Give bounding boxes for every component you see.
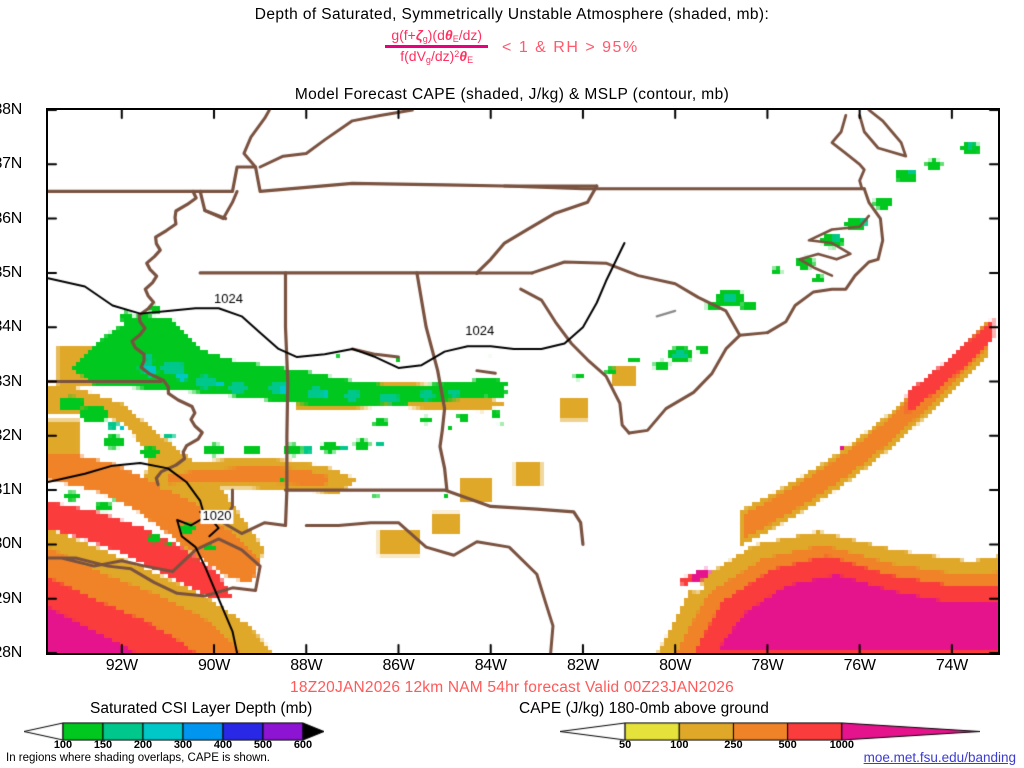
lon-tick-label: 78W	[751, 657, 784, 674]
formula-denominator: f(dVg/dz)2θE	[400, 48, 474, 66]
colorbar-titles: Saturated CSI Layer Depth (mb) CAPE (J/k…	[0, 700, 1024, 720]
colorbar-cape	[560, 722, 980, 741]
lon-tick-label: 88W	[290, 657, 323, 674]
lat-tick-label: 30N	[0, 535, 22, 553]
colorbar-tick: 150	[93, 739, 113, 751]
lat-tick-label: 32N	[0, 426, 22, 444]
formula-divider-bar	[385, 45, 489, 49]
lat-tick-label: 31N	[0, 481, 22, 499]
lat-tick-label: 33N	[0, 372, 22, 390]
lat-tick-label: 36N	[0, 209, 22, 227]
lon-tick-label: 86W	[382, 657, 415, 674]
model-run-line: 18Z20JAN2026 12km NAM 54hr forecast Vali…	[290, 679, 734, 696]
csi-criterion-formula: g(f+ζg)(dθE/dz) f(dVg/dz)2θE < 1 & RH > …	[0, 27, 1024, 66]
lat-tick-label: 37N	[0, 155, 22, 173]
colorbar-tick: 250	[724, 739, 743, 751]
colorbar-csi-ticks: 100 150 200 300 400 500 600	[24, 739, 324, 753]
colorbar-tick: 300	[173, 739, 193, 751]
colorbar-tick: 500	[778, 739, 797, 751]
colorbar-tick: 500	[253, 739, 273, 751]
lon-tick-label: 74W	[935, 657, 968, 674]
colorbar-right-title: CAPE (J/kg) 180-0mb above ground	[519, 700, 769, 717]
subtitle-cape: Model Forecast CAPE (shaded, J/kg) & MSL…	[294, 86, 730, 103]
lon-tick-label: 80W	[659, 657, 692, 674]
colorbar-tick: 50	[618, 739, 632, 751]
colorbar-tick: 100	[53, 739, 73, 751]
page-title: Depth of Saturated, Symmetrically Unstab…	[254, 6, 770, 23]
overlap-note: In regions where shading overlaps, CAPE …	[6, 752, 271, 764]
lat-tick-label: 28N	[0, 644, 22, 661]
colorbar-tick: 200	[133, 739, 153, 751]
formula-condition: < 1 & RH > 95%	[502, 38, 639, 56]
colorbar-tick: 1000	[829, 739, 855, 751]
forecast-map[interactable]	[46, 108, 1000, 655]
formula-fraction: g(f+ζg)(dθE/dz) f(dVg/dz)2θE	[385, 27, 489, 66]
lon-tick-label: 84W	[474, 657, 507, 674]
lat-tick-label: 38N	[0, 101, 22, 118]
colorbar-tick: 400	[213, 739, 233, 751]
colorbar-cape-ticks: 50 100 250 500 1000	[560, 739, 980, 753]
lat-tick-label: 34N	[0, 318, 22, 336]
lat-tick-label: 35N	[0, 263, 22, 281]
lon-tick-label: 76W	[843, 657, 876, 674]
map-shading-canvas	[48, 110, 998, 653]
formula-numerator: g(f+ζg)(dθE/dz)	[391, 27, 483, 44]
lat-tick-label: 29N	[0, 589, 22, 607]
colorbar-csi-depth	[24, 722, 324, 741]
lon-tick-label: 92W	[105, 657, 138, 674]
lon-tick-label: 82W	[566, 657, 599, 674]
colorbar-tick: 100	[670, 739, 689, 751]
colorbar-tick: 600	[293, 739, 313, 751]
source-url-link[interactable]: moe.met.fsu.edu/banding	[863, 750, 1016, 765]
lon-tick-label: 90W	[198, 657, 231, 674]
colorbar-left-title: Saturated CSI Layer Depth (mb)	[90, 700, 313, 717]
